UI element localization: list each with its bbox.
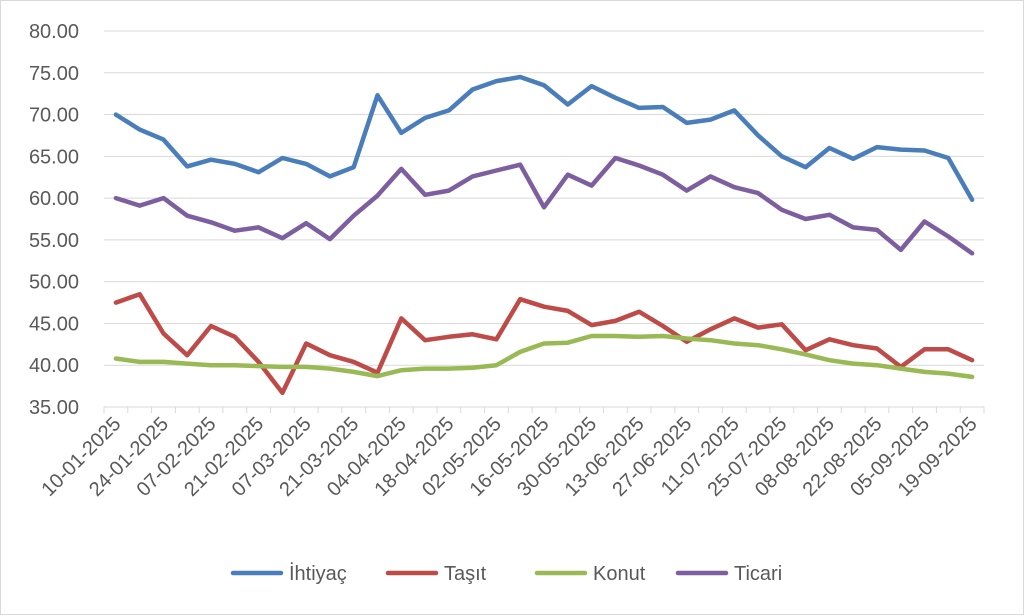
series-lines <box>113 74 975 396</box>
series-line <box>113 155 975 256</box>
y-tick-label: 60.00 <box>29 188 79 210</box>
y-tick-label: 65.00 <box>29 146 79 168</box>
y-tick-label: 40.00 <box>29 355 79 377</box>
y-tick-label: 55.00 <box>29 230 79 252</box>
y-tick-label: 75.00 <box>29 63 79 85</box>
legend: İhtiyaç Taşıt Konut Ticari <box>230 562 782 585</box>
gridlines <box>104 30 984 366</box>
y-tick-label: 70.00 <box>29 105 79 127</box>
series-line <box>113 291 975 396</box>
series-line <box>113 74 975 203</box>
y-tick-label: 80.00 <box>29 21 79 43</box>
legend-label: İhtiyaç <box>289 562 347 585</box>
y-axis-tick-labels: 35.00 40.00 45.00 50.00 55.00 60.00 65.00 70.00… <box>29 21 79 419</box>
legend-label: Konut <box>593 563 646 585</box>
legend-label: Ticari <box>734 563 782 585</box>
series-line <box>113 333 975 380</box>
y-tick-label: 50.00 <box>29 272 79 294</box>
y-tick-label: 35.00 <box>29 397 79 419</box>
legend-label: Taşıt <box>444 563 487 585</box>
x-axis-tick-labels: 10-01-202524-01-202507-02-202521-02-2025… <box>38 413 982 501</box>
y-tick-label: 45.00 <box>29 313 79 335</box>
x-axis <box>103 406 985 413</box>
